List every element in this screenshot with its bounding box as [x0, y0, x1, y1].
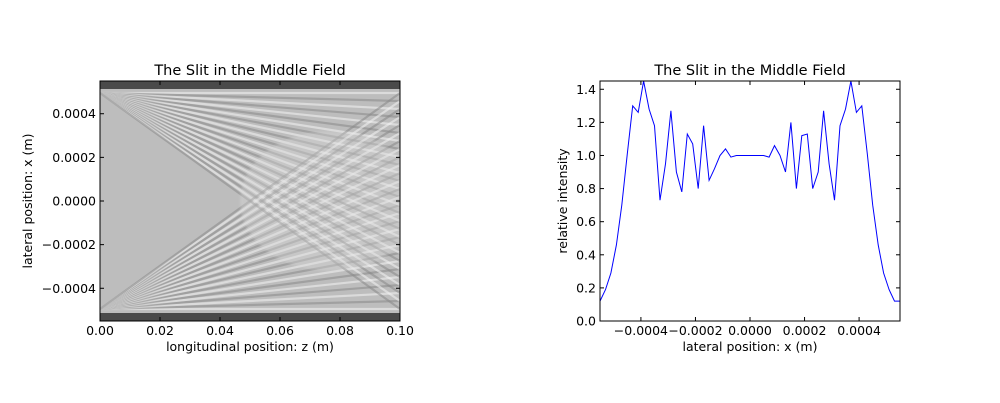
heatmap-fringe-ray	[100, 91, 400, 127]
line-y-tick-label: 0.6	[576, 214, 596, 229]
line-x-tick-label: −0.0002	[668, 323, 722, 338]
line-y-tick-label: 0.8	[576, 181, 596, 196]
heatmap-y-tick-label: −0.0004	[42, 281, 96, 296]
intensity-line	[600, 81, 900, 302]
heatmap-x-tick-label: 0.06	[266, 323, 294, 338]
heatmap-y-tick-label: 0.0002	[52, 150, 96, 165]
heatmap-fringe-ray	[100, 91, 400, 111]
line-x-tick-label: 0.0002	[783, 323, 827, 338]
heatmap-fringe-ray	[100, 291, 400, 311]
line-x-label: lateral position: x (m)	[683, 339, 818, 354]
heatmap-y-ticks: 0.0004 0.0002 0.0000 −0.0002 −0.0004	[42, 106, 400, 296]
heatmap-x-tick-label: 0.10	[386, 323, 414, 338]
line-x-tick-label: −0.0004	[614, 323, 668, 338]
heatmap-central-lobe	[240, 131, 400, 271]
heatmap-fringe-ray	[100, 299, 400, 311]
line-y-tick-label: 1.4	[576, 82, 596, 97]
heatmap-x-tick-label: 0.04	[206, 323, 234, 338]
heatmap-fringe-ray	[100, 267, 400, 311]
line-x-tick-label: 0.0000	[728, 323, 772, 338]
line-y-ticks: 0.0 0.2 0.4 0.6 0.8 1.0 1.2 1.4	[576, 82, 900, 329]
heatmap-fringes	[100, 81, 400, 321]
line-y-tick-label: 1.0	[576, 148, 596, 163]
heatmap-fringe-ray	[100, 275, 400, 311]
line-y-tick-label: 1.2	[576, 115, 596, 130]
heatmap-x-tick-label: 0.00	[86, 323, 114, 338]
heatmap-x-tick-label: 0.02	[146, 323, 174, 338]
line-y-tick-label: 0.2	[576, 280, 596, 295]
line-y-label: relative intensity	[555, 148, 570, 254]
heatmap-image	[100, 81, 400, 321]
heatmap-title: The Slit in the Middle Field	[153, 63, 345, 79]
heatmap-x-label: longitudinal position: z (m)	[166, 339, 334, 354]
heatmap-y-label: lateral position: x (m)	[20, 134, 35, 269]
heatmap-fringe-ray	[100, 91, 400, 119]
line-frame	[599, 80, 901, 322]
heatmap-y-tick-label: −0.0002	[42, 237, 96, 252]
heatmap-edge-dark	[100, 81, 400, 89]
heatmap-y-tick-label: 0.0004	[52, 106, 96, 121]
heatmap-edge-dark	[100, 313, 400, 321]
line-x-tick-label: 0.0004	[837, 323, 881, 338]
line-panel: The Slit in the Middle Field lateral pos…	[555, 63, 901, 354]
heatmap-fringe-ray	[100, 283, 400, 311]
line-y-tick-label: 0.0	[576, 314, 596, 329]
heatmap-fringe-ray	[100, 91, 400, 135]
heatmap-fringe-ray	[100, 91, 400, 103]
heatmap-x-tick-label: 0.08	[326, 323, 354, 338]
line-y-tick-label: 0.4	[576, 247, 596, 262]
line-title: The Slit in the Middle Field	[653, 63, 845, 79]
line-x-ticks: −0.0004 −0.0002 0.0000 0.0002 0.0004	[614, 81, 881, 338]
heatmap-y-tick-label: 0.0000	[52, 194, 96, 209]
heatmap-panel: The Slit in the Middle Field longitudina…	[20, 63, 414, 354]
heatmap-x-ticks: 0.00 0.02 0.04 0.06 0.08 0.10	[86, 81, 414, 338]
